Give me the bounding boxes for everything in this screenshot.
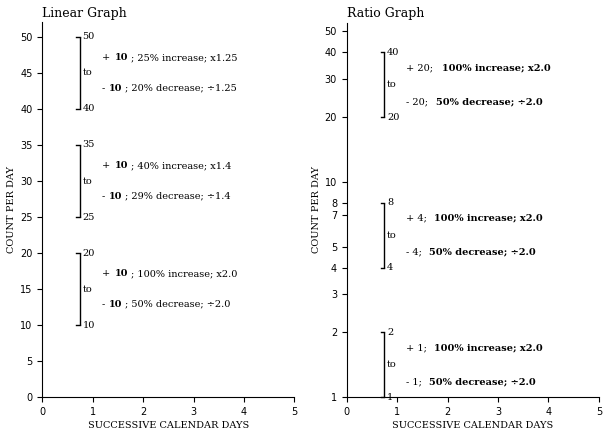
Text: 40: 40 xyxy=(83,104,95,114)
Text: 4: 4 xyxy=(387,263,393,272)
Text: -: - xyxy=(102,83,108,93)
Text: to: to xyxy=(387,360,397,369)
Text: 10: 10 xyxy=(115,53,128,62)
Text: to: to xyxy=(83,284,93,294)
Text: 100% increase; x2.0: 100% increase; x2.0 xyxy=(434,214,543,223)
Text: - 20;: - 20; xyxy=(406,97,431,106)
Text: 100% increase; x2.0: 100% increase; x2.0 xyxy=(434,343,543,352)
Text: +: + xyxy=(102,270,113,278)
Text: ; 29% decrease; ÷1.4: ; 29% decrease; ÷1.4 xyxy=(125,192,231,201)
Text: ; 100% increase; x2.0: ; 100% increase; x2.0 xyxy=(131,270,238,278)
Text: 10: 10 xyxy=(110,300,123,309)
Text: + 20;: + 20; xyxy=(406,63,437,73)
Text: -: - xyxy=(102,192,108,201)
Text: -: - xyxy=(102,300,108,309)
Text: 20: 20 xyxy=(387,113,400,121)
Text: ; 25% increase; x1.25: ; 25% increase; x1.25 xyxy=(131,53,238,62)
Text: 10: 10 xyxy=(83,321,95,329)
Text: to: to xyxy=(387,231,397,239)
Text: 1: 1 xyxy=(387,393,393,402)
Text: 50% decrease; ÷2.0: 50% decrease; ÷2.0 xyxy=(429,247,535,257)
Text: 2: 2 xyxy=(387,328,393,337)
Text: + 1;: + 1; xyxy=(406,343,431,352)
Text: 10: 10 xyxy=(115,161,128,170)
Text: ; 20% decrease; ÷1.25: ; 20% decrease; ÷1.25 xyxy=(125,83,237,93)
Text: 50% decrease; ÷2.0: 50% decrease; ÷2.0 xyxy=(436,97,543,106)
Text: ; 50% decrease; ÷2.0: ; 50% decrease; ÷2.0 xyxy=(125,300,231,309)
Text: 40: 40 xyxy=(387,48,400,57)
Text: 10: 10 xyxy=(110,83,123,93)
Text: +: + xyxy=(102,53,113,62)
Text: +: + xyxy=(102,161,113,170)
Text: 20: 20 xyxy=(83,249,95,257)
Text: 10: 10 xyxy=(110,192,123,201)
Text: Ratio Graph: Ratio Graph xyxy=(347,7,424,20)
Text: 50: 50 xyxy=(83,32,95,42)
Text: Linear Graph: Linear Graph xyxy=(43,7,127,20)
Y-axis label: COUNT PER DAY: COUNT PER DAY xyxy=(7,166,16,253)
Text: 25: 25 xyxy=(83,212,95,222)
Y-axis label: COUNT PER DAY: COUNT PER DAY xyxy=(312,166,320,253)
Text: 100% increase; x2.0: 100% increase; x2.0 xyxy=(442,63,551,73)
Text: ; 40% increase; x1.4: ; 40% increase; x1.4 xyxy=(131,161,231,170)
Text: + 4;: + 4; xyxy=(406,214,431,223)
Text: to: to xyxy=(83,177,93,186)
X-axis label: SUCCESSIVE CALENDAR DAYS: SUCCESSIVE CALENDAR DAYS xyxy=(392,421,554,430)
Text: to: to xyxy=(83,69,93,77)
Text: to: to xyxy=(387,80,397,89)
Text: 50% decrease; ÷2.0: 50% decrease; ÷2.0 xyxy=(429,377,535,386)
Text: - 4;: - 4; xyxy=(406,247,425,257)
Text: 35: 35 xyxy=(83,140,95,149)
Text: 8: 8 xyxy=(387,198,393,207)
X-axis label: SUCCESSIVE CALENDAR DAYS: SUCCESSIVE CALENDAR DAYS xyxy=(88,421,249,430)
Text: 10: 10 xyxy=(115,270,128,278)
Text: - 1;: - 1; xyxy=(406,377,425,386)
